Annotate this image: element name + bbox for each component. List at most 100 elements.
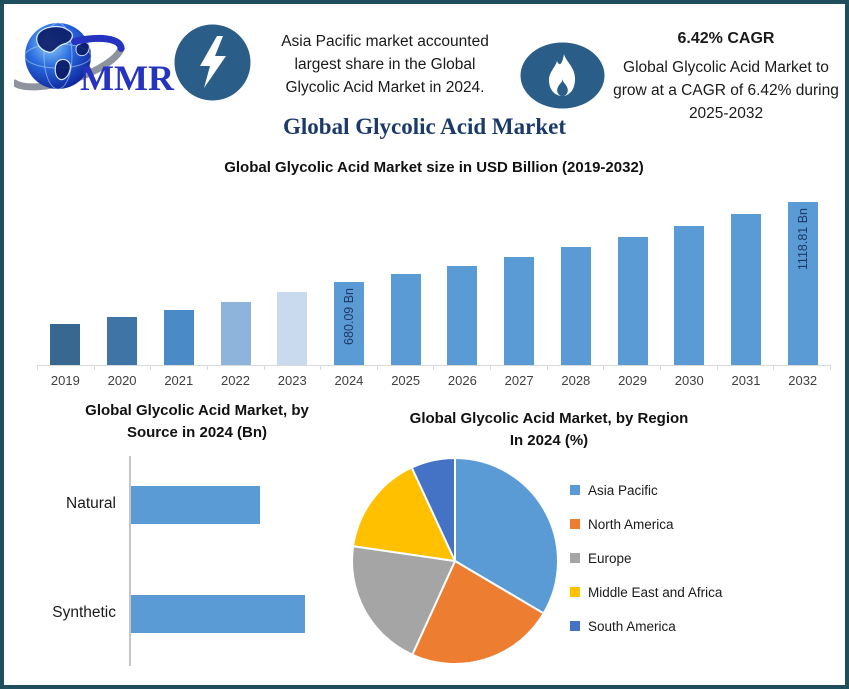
axis-tick — [718, 366, 775, 370]
cagr-line: Global Glycolic Acid Market to — [623, 59, 829, 76]
axis-tick — [265, 366, 322, 370]
axis-tick — [548, 366, 605, 370]
legend-item: Europe — [570, 548, 722, 568]
x-label-2030: 2030 — [674, 373, 704, 388]
bar-2029 — [617, 237, 648, 365]
x-label-2029: 2029 — [618, 373, 647, 388]
pie-slice-middle-east-and-africa — [352, 466, 456, 562]
bar-data-label: 680.09 Bn — [341, 288, 356, 345]
bar-column-2030 — [661, 226, 718, 365]
legend-item: Middle East and Africa — [570, 582, 722, 602]
x-label-2024: 2024 — [334, 373, 364, 388]
source-chart-title: Global Glycolic Acid Market, by Source i… — [32, 400, 362, 444]
legend-label: North America — [588, 516, 674, 532]
legend-label: Asia Pacific — [588, 482, 658, 498]
legend-item: South America — [570, 616, 722, 636]
category-label-synthetic: Synthetic — [52, 604, 116, 621]
region-title-line: In 2024 (%) — [509, 432, 589, 449]
bar-2020 — [107, 317, 138, 365]
legend-swatch — [570, 553, 580, 563]
highlight-line: Asia Pacific market accounted — [281, 33, 489, 50]
legend-item: North America — [570, 514, 722, 534]
axis-tick — [95, 366, 152, 370]
axis-tick — [378, 366, 435, 370]
bar-column-2031 — [718, 214, 775, 365]
bar-2021 — [163, 310, 194, 365]
x-axis-line — [37, 365, 831, 370]
region-pie — [348, 454, 562, 673]
source-title-line: Global Glycolic Acid Market, by — [85, 402, 309, 419]
bar-natural — [131, 486, 260, 524]
bar-2028 — [560, 247, 591, 365]
bar-column-2026 — [434, 266, 491, 365]
pie-slice-asia-pacific — [454, 457, 559, 615]
axis-tick — [321, 366, 378, 370]
bar-data-label: 1118.81 Bn — [795, 208, 810, 271]
x-label-2027: 2027 — [504, 373, 534, 388]
legend-swatch — [570, 485, 580, 495]
lightning-icon — [174, 24, 251, 106]
asia-pacific-highlight-text: Asia Pacific market accounted largest sh… — [254, 30, 516, 99]
bar-column-2021 — [150, 310, 207, 365]
legend-swatch — [570, 621, 580, 631]
legend-swatch — [570, 519, 580, 529]
x-label-2032: 2032 — [788, 373, 818, 388]
bar-2024: 680.09 Bn — [333, 282, 364, 365]
axis-tick — [604, 366, 662, 370]
mmr-globe-logo: MMR — [11, 14, 176, 106]
x-label-2023: 2023 — [277, 373, 307, 388]
region-legend: Asia Pacific North America Europe Middle Ea… — [570, 480, 722, 650]
axis-tick — [491, 366, 548, 370]
bar-column-2027 — [491, 257, 548, 365]
bar-column-2019 — [37, 324, 94, 365]
bar-column-2020 — [94, 317, 151, 365]
x-label-2022: 2022 — [221, 373, 250, 388]
source-title-line: Source in 2024 (Bn) — [126, 424, 268, 441]
bar-column-2025 — [377, 274, 434, 365]
market-size-chart-title: Global Glycolic Acid Market size in USD … — [224, 159, 644, 176]
axis-tick — [151, 366, 208, 370]
region-chart-title: Global Glycolic Acid Market, by Region I… — [359, 408, 739, 452]
bar-2032: 1118.81 Bn — [787, 202, 818, 365]
bar-column-2023 — [264, 292, 321, 365]
axis-tick — [661, 366, 718, 370]
bar-column-2022 — [207, 302, 264, 365]
pie-slice-north-america — [411, 560, 545, 665]
cagr-highlight-text: 6.42% CAGR Global Glycolic Acid Market t… — [610, 30, 842, 125]
bar-2022 — [220, 302, 251, 365]
bar-column-2028 — [547, 247, 604, 365]
source-bars: Natural Synthetic — [52, 456, 339, 666]
bar-2030 — [674, 226, 705, 365]
region-title-line: Global Glycolic Acid Market, by Region — [409, 410, 689, 427]
pie-slice-south-america — [410, 457, 456, 562]
bar-2019 — [50, 324, 81, 365]
legend-label: Europe — [588, 550, 632, 566]
axis-tick — [37, 366, 95, 370]
highlight-line: Glycolic Acid Market in 2024. — [285, 79, 485, 96]
cagr-line: grow at a CAGR of 6.42% during — [613, 82, 839, 99]
market-size-chart: Global Glycolic Acid Market size in USD … — [37, 159, 831, 388]
source-chart: Global Glycolic Acid Market, by Source i… — [32, 400, 362, 666]
bar-column-2032: 1118.81 Bn — [774, 202, 831, 365]
market-size-bars: 680.09 Bn 1118.81 Bn — [37, 195, 831, 365]
bar-2031 — [730, 214, 761, 365]
axis-tick — [434, 366, 492, 370]
bar-column-2029 — [604, 237, 661, 365]
cagr-line: 2025-2032 — [688, 105, 764, 122]
page-title: Global Glycolic Acid Market — [283, 114, 566, 139]
legend-item: Asia Pacific — [570, 480, 722, 500]
bar-2027 — [504, 257, 535, 365]
cagr-value: 6.42% CAGR — [677, 30, 775, 47]
highlight-line: largest share in the Global — [294, 56, 476, 73]
x-label-2026: 2026 — [447, 373, 477, 388]
flame-icon — [520, 42, 605, 114]
legend-label: South America — [588, 618, 676, 634]
x-label-2028: 2028 — [561, 373, 591, 388]
globe-icon: MMR — [11, 22, 175, 98]
pie-slice-europe — [351, 545, 456, 656]
legend-label: Middle East and Africa — [588, 584, 723, 600]
bar-column-2024: 680.09 Bn — [321, 282, 378, 365]
x-label-2025: 2025 — [391, 373, 421, 388]
bar-synthetic — [131, 595, 305, 633]
